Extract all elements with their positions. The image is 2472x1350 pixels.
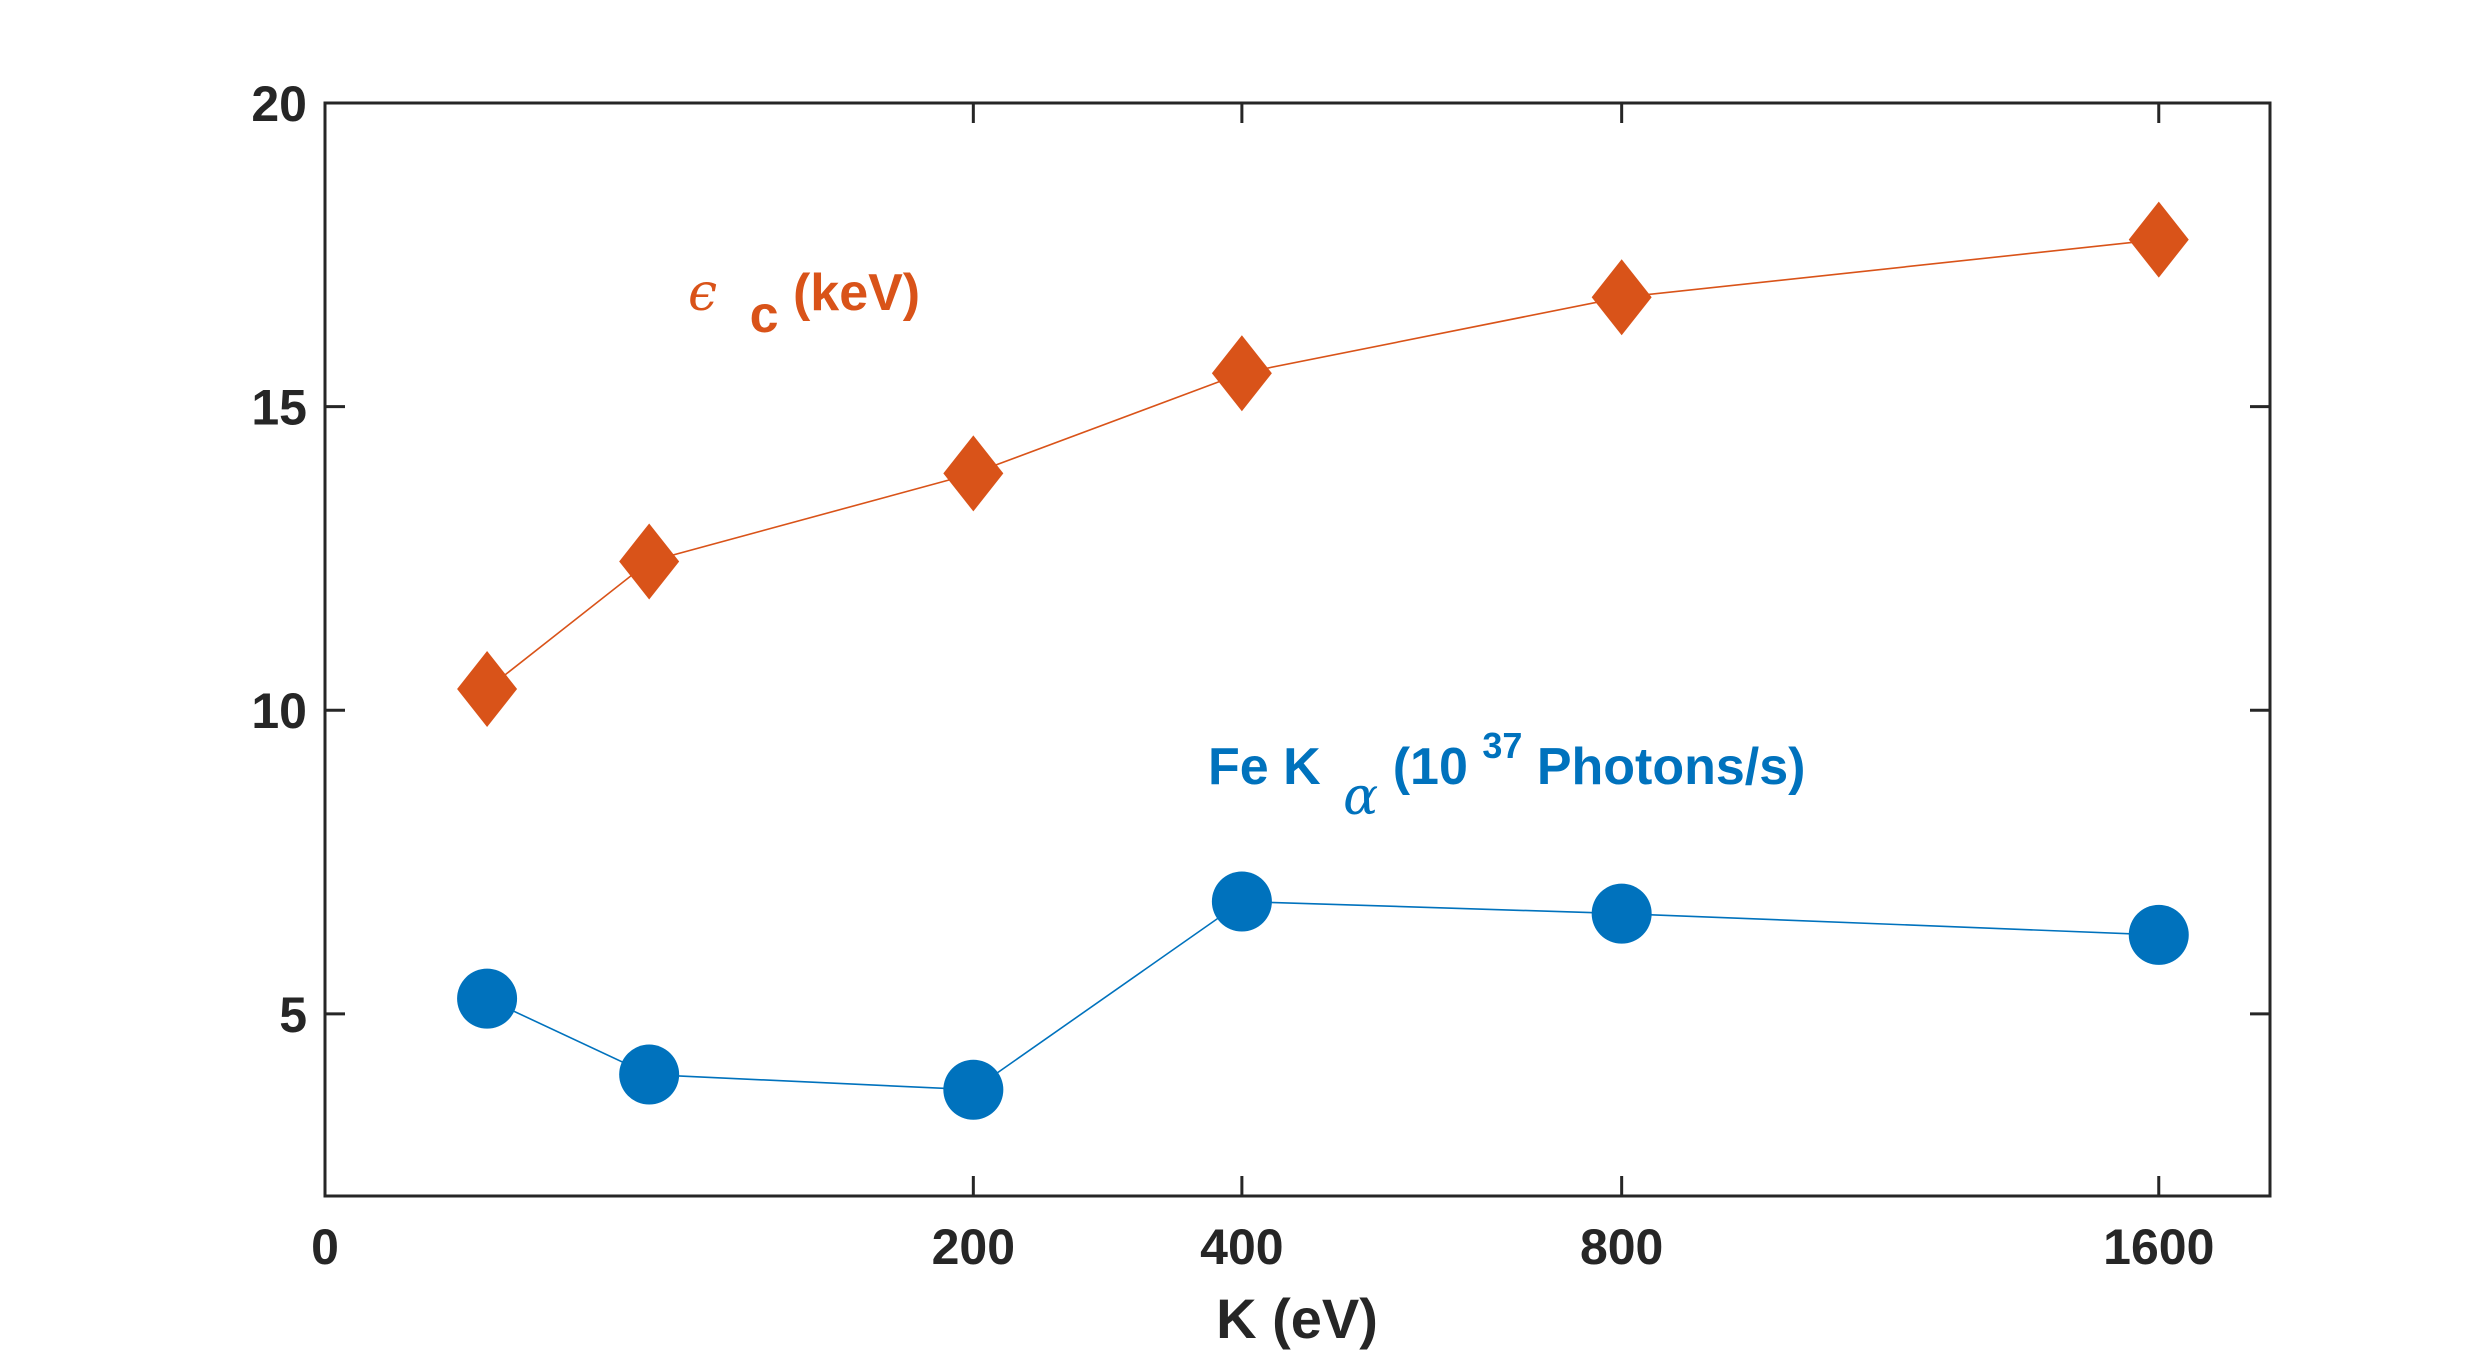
x-tick-label-1: 200 <box>932 1219 1015 1275</box>
point-ec-2 <box>943 435 1004 512</box>
point-ec-4 <box>1591 259 1652 336</box>
series-label-fe-sup: 37 <box>1482 725 1522 766</box>
x-axis-label: K (eV) <box>1216 1287 1378 1350</box>
point-ec-3 <box>1211 335 1272 412</box>
series-layer <box>457 201 2189 1120</box>
point-ec-0 <box>457 650 518 727</box>
plot-frame <box>323 101 2272 1198</box>
x-tick-label-4: 1600 <box>2103 1219 2214 1275</box>
plot-background <box>325 103 2270 1196</box>
y-tick-label-1: 10 <box>251 683 307 739</box>
ticks-layer: 0 200 400 800 1600 5 10 15 20 <box>251 76 2270 1275</box>
point-fe-0 <box>457 968 518 1029</box>
series-line-ec <box>486 238 2159 690</box>
series-label-ec-sub: c <box>750 286 779 344</box>
point-fe-2 <box>943 1059 1004 1120</box>
x-tick-label-0: 0 <box>311 1219 339 1275</box>
point-fe-1 <box>619 1044 680 1105</box>
series-label-ec-rest: (keV) <box>793 264 920 322</box>
series-label-fe-sub: α <box>1343 767 1378 827</box>
y-tick-label-0: 5 <box>279 987 307 1043</box>
point-fe-3 <box>1211 871 1272 932</box>
series-label-ec-symbol: ϵ <box>688 263 717 323</box>
point-fe-4 <box>1591 883 1652 944</box>
point-ec-5 <box>2128 201 2189 278</box>
point-fe-5 <box>2128 904 2189 965</box>
point-ec-1 <box>619 523 680 600</box>
series-label-fe: Fe K α (10 37 Photons/s) <box>1208 712 1806 827</box>
y-tick-label-3: 20 <box>251 76 307 132</box>
x-tick-label-3: 800 <box>1580 1219 1663 1275</box>
series-label-fe-pre-sup: (10 <box>1393 738 1468 796</box>
series-label-ec: ϵ c (keV) <box>688 263 920 344</box>
x-tick-label-2: 400 <box>1200 1219 1283 1275</box>
series-label-fe-main: Fe K <box>1208 738 1321 796</box>
series-label-fe-rest: Photons/s) <box>1537 738 1806 796</box>
y-tick-label-2: 15 <box>251 380 307 436</box>
